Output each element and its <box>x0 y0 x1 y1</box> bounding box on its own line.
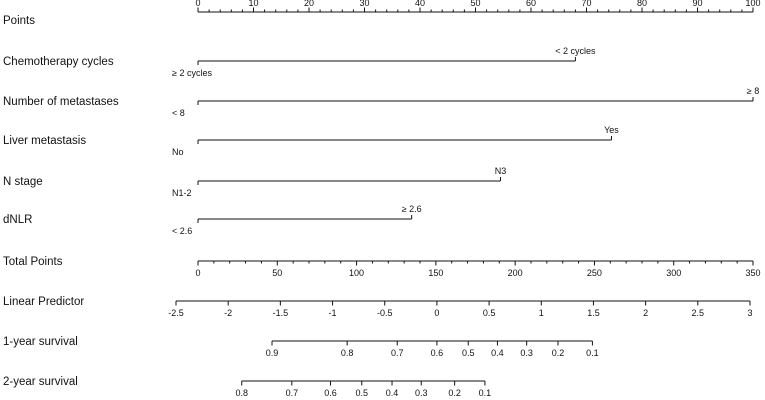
dnlr-level-label: < 2.6 <box>172 226 192 236</box>
1-year-survival-tick-label: 0.6 <box>431 348 444 358</box>
1-year-survival-tick-label: 0.8 <box>341 348 354 358</box>
total-points-tick-label: 300 <box>666 268 681 278</box>
n-stage-level-label: N1-2 <box>172 188 192 198</box>
linear-predictor-tick-label: -2 <box>224 308 232 318</box>
number-of-metastases-level-label: < 8 <box>172 108 185 118</box>
liver-metastasis-label: Liver metastasis <box>3 135 86 147</box>
2-year-survival-tick-label: 0.3 <box>415 388 428 398</box>
1-year-survival-tick-label: 0.9 <box>266 348 279 358</box>
points-axis-label: Points <box>3 15 35 27</box>
total-points-tick-label: 350 <box>745 268 760 278</box>
points-tick-label: 90 <box>692 0 702 8</box>
total-points-label: Total Points <box>3 256 63 268</box>
points-tick-label: 40 <box>415 0 425 8</box>
total-points-tick-label: 100 <box>349 268 364 278</box>
linear-predictor-tick-label: -0.5 <box>377 308 393 318</box>
dnlr-label: dNLR <box>3 214 32 226</box>
2-year-survival-label: 2-year survival <box>3 376 78 388</box>
chemotherapy-cycles-label: Chemotherapy cycles <box>3 56 114 68</box>
2-year-survival-tick-label: 0.5 <box>356 388 369 398</box>
total-points-tick-label: 250 <box>587 268 602 278</box>
2-year-survival-tick-label: 0.8 <box>235 388 248 398</box>
linear-predictor-tick-label: -1 <box>329 308 337 318</box>
total-points-tick-label: 200 <box>508 268 523 278</box>
2-year-survival-tick-label: 0.6 <box>324 388 337 398</box>
liver-metastasis-level-label: Yes <box>604 125 619 135</box>
chemotherapy-cycles-level-label: < 2 cycles <box>555 46 596 56</box>
n-stage-label: N stage <box>3 176 43 188</box>
1-year-survival-tick-label: 0.2 <box>552 348 565 358</box>
1-year-survival-tick-label: 0.1 <box>586 348 599 358</box>
total-points-tick-label: 0 <box>195 268 200 278</box>
linear-predictor-tick-label: 2 <box>643 308 648 318</box>
n-stage-level-label: N3 <box>495 166 507 176</box>
linear-predictor-label: Linear Predictor <box>3 296 84 308</box>
liver-metastasis-level-label: No <box>172 147 184 157</box>
total-points-tick-label: 150 <box>428 268 443 278</box>
linear-predictor-tick-label: 0 <box>434 308 439 318</box>
1-year-survival-tick-label: 0.3 <box>520 348 533 358</box>
linear-predictor-tick-label: 0.5 <box>483 308 496 318</box>
number-of-metastases-level-label: ≥ 8 <box>747 86 759 96</box>
points-tick-label: 20 <box>304 0 314 8</box>
2-year-survival-tick-label: 0.2 <box>448 388 461 398</box>
points-tick-label: 70 <box>581 0 591 8</box>
linear-predictor-tick-label: 1.5 <box>587 308 600 318</box>
linear-predictor-tick-label: 2.5 <box>692 308 705 318</box>
1-year-survival-tick-label: 0.5 <box>462 348 475 358</box>
2-year-survival-tick-label: 0.7 <box>286 388 299 398</box>
linear-predictor-tick-label: 3 <box>747 308 752 318</box>
points-tick-label: 100 <box>745 0 760 8</box>
number-of-metastases-label: Number of metastases <box>3 96 119 108</box>
dnlr-level-label: ≥ 2.6 <box>402 204 422 214</box>
points-tick-label: 10 <box>248 0 258 8</box>
points-tick-label: 30 <box>359 0 369 8</box>
points-tick-label: 80 <box>637 0 647 8</box>
linear-predictor-tick-label: 1 <box>539 308 544 318</box>
linear-predictor-tick-label: -2.5 <box>168 308 184 318</box>
1-year-survival-label: 1-year survival <box>3 336 78 348</box>
total-points-tick-label: 50 <box>272 268 282 278</box>
points-tick-label: 50 <box>470 0 480 8</box>
linear-predictor-tick-label: -1.5 <box>273 308 289 318</box>
points-tick-label: 0 <box>195 0 200 8</box>
points-tick-label: 60 <box>526 0 536 8</box>
2-year-survival-tick-label: 0.4 <box>386 388 399 398</box>
2-year-survival-tick-label: 0.1 <box>479 388 492 398</box>
1-year-survival-tick-label: 0.7 <box>391 348 404 358</box>
chemotherapy-cycles-level-label: ≥ 2 cycles <box>172 68 212 78</box>
1-year-survival-tick-label: 0.4 <box>491 348 504 358</box>
